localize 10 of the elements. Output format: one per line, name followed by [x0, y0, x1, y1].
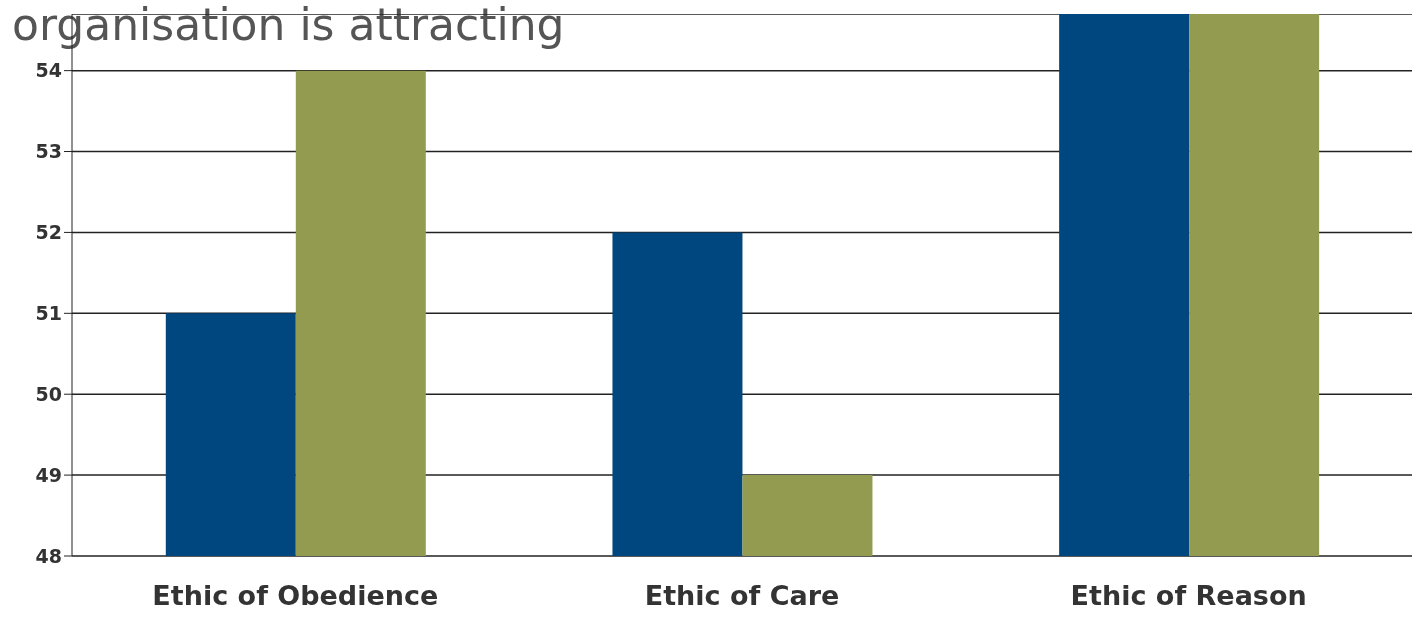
- y-tick-label: 54: [35, 59, 62, 82]
- y-tick-label: 51: [35, 302, 62, 325]
- y-tick-label: 50: [35, 382, 62, 405]
- x-tick-label: Ethic of Obedience: [152, 580, 439, 612]
- x-tick-label: Ethic of Care: [644, 580, 840, 612]
- y-tick-label: 49: [35, 463, 62, 486]
- y-tick-label: 48: [35, 544, 62, 567]
- x-tick-label: Ethic of Reason: [1070, 580, 1307, 612]
- y-tick-label: 52: [35, 221, 62, 244]
- y-tick-label: 53: [35, 140, 62, 163]
